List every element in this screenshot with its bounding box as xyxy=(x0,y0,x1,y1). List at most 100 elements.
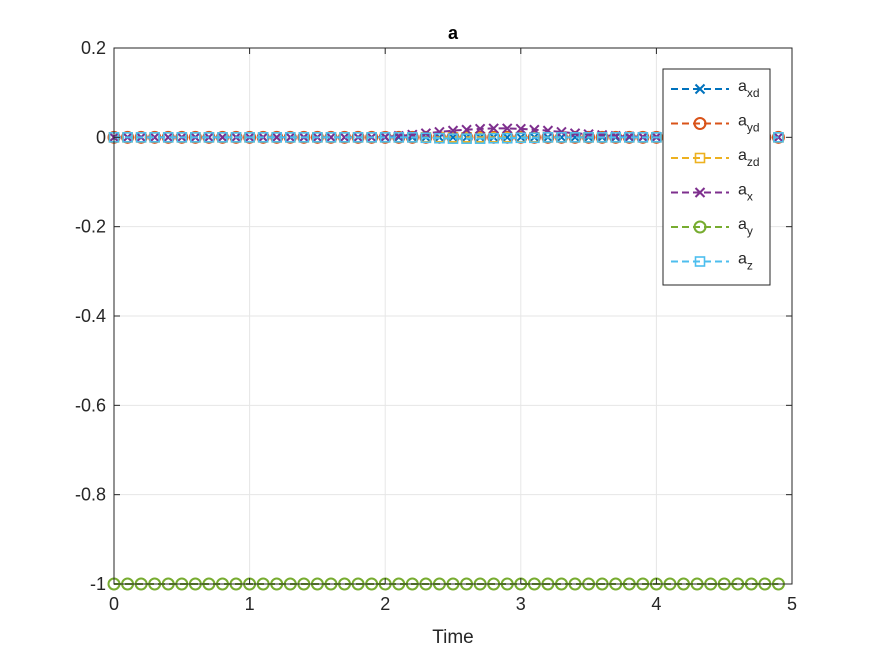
legend-item-a-zd: azd xyxy=(671,147,760,169)
y-tick-label: -0.4 xyxy=(75,306,106,326)
marker-stroke xyxy=(379,131,391,143)
legend-label-subscript: y xyxy=(747,224,753,238)
data-point xyxy=(230,132,242,143)
data-point xyxy=(365,130,379,144)
y-tick-label: -0.2 xyxy=(75,217,106,237)
marker-stroke xyxy=(474,123,486,135)
data-point xyxy=(284,132,296,143)
data-point xyxy=(379,132,391,143)
data-point xyxy=(149,132,160,143)
y-tick-label: 0.2 xyxy=(81,38,106,58)
data-point xyxy=(583,132,594,143)
data-point xyxy=(596,132,608,143)
data-point xyxy=(122,132,133,143)
marker-stroke xyxy=(694,83,706,95)
data-point xyxy=(352,132,364,143)
legend-label: ay xyxy=(738,216,753,238)
data-point xyxy=(773,132,784,143)
data-point xyxy=(188,130,202,144)
marker-stroke xyxy=(515,132,527,143)
data-point xyxy=(582,130,596,144)
data-point xyxy=(135,132,147,143)
data-point xyxy=(121,130,135,144)
legend-label-base: a xyxy=(738,113,747,130)
data-point xyxy=(163,132,174,143)
data-point xyxy=(542,132,554,143)
data-point xyxy=(651,132,662,143)
marker-stroke xyxy=(407,129,418,140)
legend-label-subscript: z xyxy=(747,259,753,273)
x-tick-label: 0 xyxy=(109,594,119,614)
x-tick-label: 5 xyxy=(787,594,797,614)
data-point xyxy=(502,123,513,134)
legend-label-base: a xyxy=(738,182,747,199)
data-point xyxy=(243,130,257,144)
legend-label: azd xyxy=(738,147,760,169)
marker-stroke xyxy=(556,126,567,138)
data-point xyxy=(325,132,337,143)
data-point xyxy=(176,132,188,143)
data-point xyxy=(501,132,513,144)
data-point xyxy=(244,132,255,143)
data-point xyxy=(623,132,635,143)
data-point xyxy=(407,132,418,143)
data-point xyxy=(434,132,445,144)
data-point xyxy=(297,130,311,144)
marker-stroke xyxy=(434,126,445,138)
data-point xyxy=(447,133,459,144)
data-point xyxy=(420,132,432,144)
data-point xyxy=(351,130,365,144)
data-point xyxy=(529,132,540,144)
marker-stroke xyxy=(149,132,160,143)
data-point xyxy=(162,132,174,143)
legend-label-base: a xyxy=(738,78,747,95)
marker-stroke xyxy=(461,124,472,135)
data-point xyxy=(190,132,201,143)
legend-marker xyxy=(694,83,706,95)
legend-marker xyxy=(693,117,707,130)
legend-label-base: a xyxy=(738,251,747,268)
data-point xyxy=(149,132,160,143)
legend-label: ax xyxy=(738,182,753,204)
data-point xyxy=(515,132,527,144)
legend-marker xyxy=(694,256,706,267)
marker-stroke xyxy=(515,123,527,135)
y-tick-label: -0.6 xyxy=(75,395,106,415)
x-tick-label: 4 xyxy=(651,594,661,614)
x-tick-label: 1 xyxy=(245,594,255,614)
marker-stroke xyxy=(163,132,174,143)
data-point xyxy=(488,123,499,134)
data-point xyxy=(298,132,310,143)
data-point xyxy=(474,133,486,144)
marker-stroke xyxy=(694,187,706,198)
legend-label-subscript: zd xyxy=(747,155,760,169)
data-point xyxy=(569,132,581,143)
data-point xyxy=(474,123,486,135)
tick-marks: 0 1 2 3 4 5 0.2 0 -0.2 -0.4 -0.6 -0.8 -1 xyxy=(75,38,797,614)
data-point xyxy=(339,132,350,143)
marker-stroke xyxy=(502,123,513,134)
data-point xyxy=(203,132,215,143)
legend-label-subscript: xd xyxy=(747,86,760,100)
data-point xyxy=(175,130,189,144)
data-point xyxy=(257,132,269,143)
y-tick-label: -1 xyxy=(90,574,106,594)
legend-label: axd xyxy=(738,78,760,100)
data-point xyxy=(393,132,405,143)
legend-item-a-xd: axd xyxy=(671,78,760,100)
legend-label-subscript: yd xyxy=(747,121,760,135)
x-axis-label: Time xyxy=(432,627,474,648)
data-point xyxy=(649,130,663,144)
data-point xyxy=(310,130,324,144)
data-point xyxy=(556,126,567,138)
marker-stroke xyxy=(339,132,350,143)
data-point xyxy=(134,130,148,144)
data-point xyxy=(488,132,499,144)
data-point xyxy=(461,124,472,135)
legend-item-a-z: az xyxy=(671,251,753,273)
legend-item-a-x: ax xyxy=(671,182,753,204)
legend-label: az xyxy=(738,251,753,273)
data-point xyxy=(515,123,527,135)
legend-label-base: a xyxy=(738,147,747,164)
